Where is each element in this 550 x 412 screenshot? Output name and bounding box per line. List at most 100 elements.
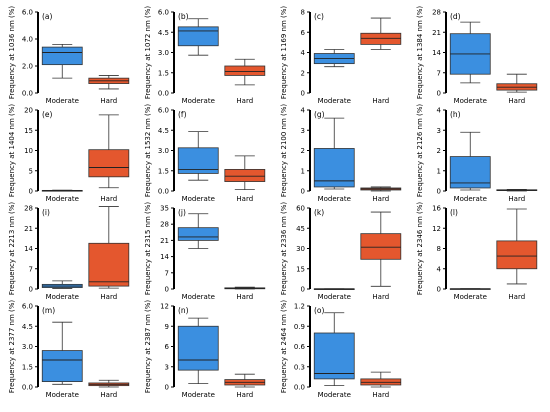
chart-panel: 0.0 1.5 3.0 4.5 6.0 (f) Frequency at 1532 nm (… [144, 104, 266, 203]
box-moderate [449, 288, 491, 290]
y-tick-label: 0.0 [158, 90, 169, 98]
box-iqr [360, 32, 402, 45]
panel-label: (l) [450, 208, 458, 217]
y-tick-label: 0.3 [294, 363, 305, 371]
y-tick-label: 4 [437, 107, 442, 115]
y-tick-label: 45 [296, 225, 305, 233]
box-moderate [41, 321, 83, 385]
y-tick-label: 6.0 [158, 9, 169, 17]
x-category-label: Hard [372, 293, 389, 301]
y-tick-label: 0 [301, 286, 305, 294]
y-axis-label: Frequency at 1169 nm (%) [280, 6, 288, 100]
x-category-label: Moderate [46, 97, 79, 105]
y-tick-label: 28 [432, 9, 441, 17]
box-hard [88, 379, 130, 388]
panel-label: (h) [450, 110, 461, 119]
panel-label: (d) [450, 12, 461, 21]
y-tick-label: 1.5 [158, 69, 169, 77]
y-tick-label: 9 [165, 323, 169, 331]
y-tick-label: 4.5 [158, 29, 169, 37]
x-category-label: Hard [508, 97, 525, 105]
box-iqr [41, 46, 83, 66]
x-category-label: Hard [236, 195, 253, 203]
box-moderate [177, 131, 219, 181]
y-tick-label: 12 [432, 225, 441, 233]
y-tick-label: 0 [29, 286, 33, 294]
y-tick-label: 2 [301, 147, 305, 155]
chart-panel: 0 4 8 12 16 (l) Frequency at 2346 nm (%) Modera… [416, 202, 538, 301]
box-iqr [313, 332, 355, 380]
y-tick-label: 28 [24, 205, 33, 213]
y-tick-label: 21 [160, 237, 169, 245]
x-category-label: Hard [508, 293, 525, 301]
y-tick-label: 0 [301, 188, 305, 196]
box-hard [496, 208, 538, 285]
box-iqr [88, 149, 130, 178]
chart-panel: 0 7 14 21 28 (i) Frequency at 2213 nm (%) Moder… [8, 202, 130, 301]
x-category-label: Hard [100, 195, 117, 203]
chart-panel: 0.0 0.3 0.6 0.9 1.2 (o) Frequency at 2464 nm (… [280, 300, 402, 399]
x-category-label: Hard [372, 195, 389, 203]
y-tick-label: 8 [437, 245, 441, 253]
x-category-label: Hard [100, 293, 117, 301]
x-category-label: Hard [236, 97, 253, 105]
panel-label: (f) [178, 110, 187, 119]
y-tick-label: 6 [165, 343, 170, 351]
y-tick-label: 20 [24, 107, 33, 115]
box-moderate [313, 117, 355, 190]
chart-panel: 0 1 2 3 4 (h) Frequency at 2126 nm (%) Moderate… [416, 104, 538, 203]
box-hard [360, 17, 402, 50]
x-category-label: Moderate [318, 195, 351, 203]
y-tick-label: 7 [165, 269, 169, 277]
box-moderate [41, 189, 83, 192]
y-tick-label: 0 [165, 384, 169, 392]
y-axis-label: Frequency at 2387 nm (%) [144, 300, 152, 394]
y-axis-label: Frequency at 2336 nm (%) [280, 202, 288, 296]
chart-panel: 0 3 6 9 12 (n) Frequency at 2387 nm (%) Moderat… [144, 300, 266, 399]
y-tick-label: 15 [24, 127, 33, 135]
y-tick-label: 14 [432, 49, 441, 57]
panel-label: (b) [178, 12, 189, 21]
panel-label: (i) [42, 208, 50, 217]
y-tick-label: 6 [301, 29, 306, 37]
y-tick-label: 16 [432, 205, 441, 213]
y-axis-label: Frequency at 2213 nm (%) [8, 202, 16, 296]
y-tick-label: 1.5 [158, 167, 169, 175]
x-category-label: Moderate [46, 195, 79, 203]
y-tick-label: 3 [165, 363, 169, 371]
y-tick-label: 3.0 [22, 343, 33, 351]
box-hard [224, 58, 266, 86]
y-axis-label: Frequency at 1036 nm (%) [8, 6, 16, 100]
y-tick-label: 3 [437, 127, 441, 135]
y-tick-label: 0.0 [22, 384, 33, 392]
box-moderate [449, 131, 491, 191]
y-axis-label: Frequency at 2100 nm (%) [280, 104, 288, 198]
chart-panel: 0 2 4 6 8 (c) Frequency at 1169 nm (%) Moderate… [280, 6, 402, 105]
y-tick-label: 4.0 [22, 36, 33, 44]
y-axis-label: Frequency at 2346 nm (%) [416, 202, 424, 296]
y-axis-label: Frequency at 2315 nm (%) [144, 202, 152, 296]
y-axis-label: Frequency at 1532 nm (%) [144, 104, 152, 198]
x-category-label: Moderate [318, 391, 351, 399]
panel-label: (a) [42, 12, 53, 21]
box-moderate [41, 44, 83, 79]
y-tick-label: 0.0 [158, 188, 169, 196]
x-category-label: Moderate [182, 195, 215, 203]
box-hard [360, 371, 402, 388]
box-moderate [449, 21, 491, 84]
y-tick-label: 2 [301, 69, 305, 77]
panel-label: (m) [42, 306, 55, 315]
y-tick-label: 1 [437, 167, 441, 175]
y-tick-label: 1.5 [22, 363, 33, 371]
box-iqr [41, 350, 83, 382]
x-category-label: Moderate [182, 97, 215, 105]
y-tick-label: 1.2 [294, 303, 305, 311]
y-tick-label: 6.0 [22, 9, 33, 17]
panel-label: (o) [314, 306, 325, 315]
y-tick-label: 7 [29, 265, 33, 273]
x-category-label: Hard [236, 293, 253, 301]
x-category-label: Moderate [46, 391, 79, 399]
y-tick-label: 0.0 [294, 384, 305, 392]
x-category-label: Hard [508, 195, 525, 203]
